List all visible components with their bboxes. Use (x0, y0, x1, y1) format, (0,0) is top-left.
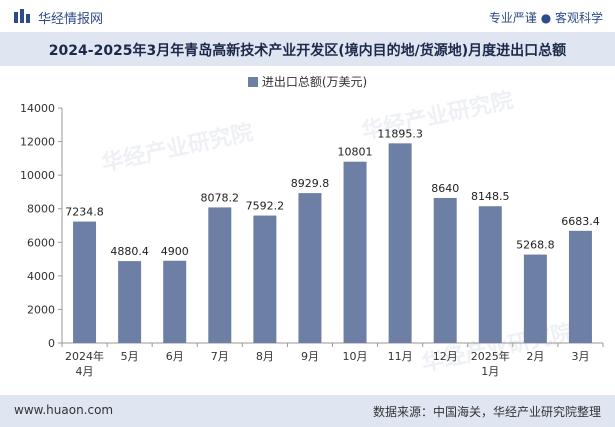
bar (568, 230, 592, 343)
data-label: 8929.8 (291, 177, 330, 190)
footer-bar: www.huaon.com 数据来源：中国海关，华经产业研究院整理 (0, 395, 615, 427)
y-tick-label: 8000 (27, 203, 55, 216)
y-tick-label: 12000 (20, 136, 55, 149)
data-label: 8148.5 (471, 190, 510, 203)
bar (298, 193, 322, 343)
x-tick-label: 9月 (301, 350, 319, 363)
bar (118, 261, 142, 343)
x-tick-label: 7月 (211, 350, 229, 363)
bar (73, 221, 97, 343)
bar (208, 207, 232, 343)
x-tick-label: 6月 (166, 350, 184, 363)
data-label: 7592.2 (246, 200, 285, 213)
y-tick-label: 6000 (27, 236, 55, 249)
footer-site: www.huaon.com (14, 403, 114, 417)
x-tick-label: 8月 (256, 350, 274, 363)
data-label: 5268.8 (516, 239, 555, 252)
y-tick-label: 10000 (20, 169, 55, 182)
y-tick-label: 0 (48, 337, 55, 350)
data-label: 7234.8 (65, 206, 104, 219)
x-tick-label: 10月 (343, 350, 368, 363)
brand-name: 华经情报网 (38, 12, 104, 27)
legend-label: 进出口总额(万美元) (261, 75, 368, 89)
bar-chart: 0 2000 4000 6000 8000 10000 12000 14000 7234.8 48… (20, 102, 604, 378)
title-bar: 2024-2025年3月年青岛高新技术产业开发区(境内目的地/货源地)月度进出口… (0, 32, 615, 66)
x-tick-label: 11月 (388, 350, 413, 363)
slogan: 专业严谨 ● 客观科学 (488, 11, 603, 25)
x-tick-label: 3月 (571, 350, 589, 363)
y-tick-label: 4000 (27, 270, 55, 283)
data-label: 4880.4 (110, 245, 149, 258)
x-tick-label: 2月 (526, 350, 544, 363)
footer-source: 数据来源：中国海关，华经产业研究院整理 (372, 405, 601, 419)
x-tick-label: 12月 (433, 350, 458, 363)
data-label: 8078.2 (201, 191, 240, 204)
x-tick-label: 2024年 4月 (65, 349, 104, 378)
bar (433, 197, 457, 343)
y-tick-label: 14000 (20, 102, 55, 115)
top-bar: 华经情报网 专业严谨 ● 客观科学 (0, 0, 615, 32)
bar (523, 254, 547, 343)
data-label: 10801 (338, 146, 373, 159)
data-label: 4900 (161, 245, 189, 258)
bar (343, 161, 367, 343)
x-tick-label: 5月 (121, 350, 139, 363)
bar (478, 206, 502, 343)
x-tick-label: 2025年 1月 (471, 349, 510, 378)
chart-legend: 进出口总额(万美元) (0, 73, 615, 90)
legend-swatch (247, 77, 258, 87)
logo-icon (14, 9, 30, 23)
y-tick-label: 2000 (27, 303, 55, 316)
data-label: 11895.3 (377, 127, 423, 140)
data-label: 8640 (431, 182, 459, 195)
bar (388, 143, 412, 343)
data-label: 6683.4 (561, 215, 600, 228)
bar (163, 260, 187, 343)
chart-title: 2024-2025年3月年青岛高新技术产业开发区(境内目的地/货源地)月度进出口… (48, 43, 567, 59)
bar (253, 215, 277, 343)
